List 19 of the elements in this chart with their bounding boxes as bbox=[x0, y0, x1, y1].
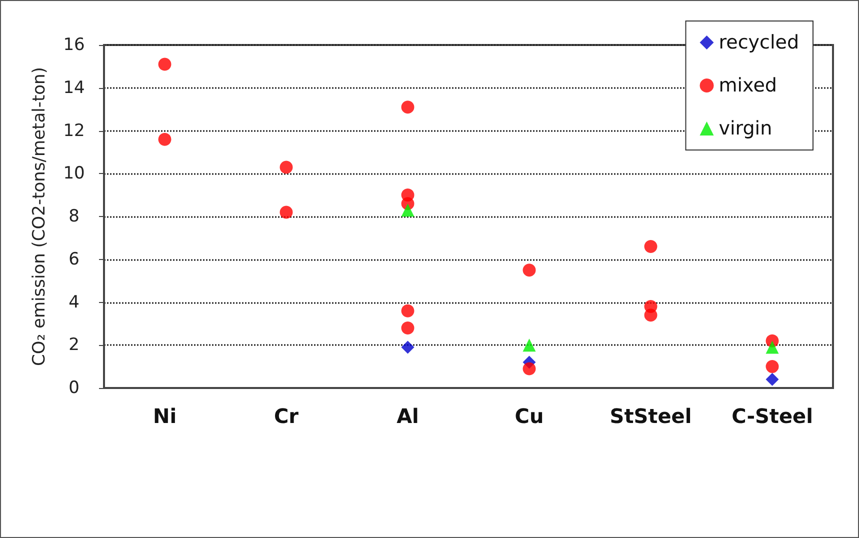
x-tick-label: C-Steel bbox=[732, 404, 813, 428]
y-axis-title: CO₂ emission (CO2-tons/metal-ton) bbox=[30, 67, 50, 366]
y-tick-label: 12 bbox=[63, 120, 85, 141]
y-tick-label: 6 bbox=[68, 249, 80, 270]
x-tick-label: Ni bbox=[152, 404, 177, 428]
x-tick-label: Cu bbox=[514, 404, 544, 428]
legend-label: recycled bbox=[718, 32, 799, 54]
y-tick-label: 14 bbox=[63, 78, 85, 98]
y-tick-label: 2 bbox=[68, 335, 80, 356]
legend-label: mixed bbox=[718, 74, 777, 96]
x-tick-label: StSteel bbox=[610, 404, 692, 428]
y-tick-label: 8 bbox=[68, 206, 80, 226]
x-tick-label: Al bbox=[396, 404, 419, 428]
x-tick-label: Cr bbox=[274, 404, 299, 428]
y-tick-label: 16 bbox=[63, 35, 85, 55]
y-tick-label: 0 bbox=[68, 378, 80, 398]
y-tick-label: 4 bbox=[68, 292, 80, 312]
y-tick-label: 10 bbox=[63, 164, 85, 184]
legend-label: virgin bbox=[718, 118, 772, 140]
